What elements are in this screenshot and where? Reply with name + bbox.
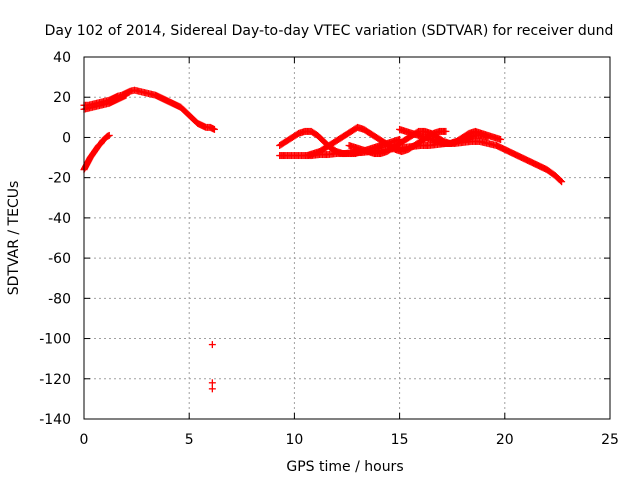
data-point: [105, 131, 113, 139]
series-early-arc-band: [80, 91, 130, 113]
data-point: [210, 125, 218, 133]
data-point: [557, 177, 565, 185]
x-tick-label: 20: [496, 432, 514, 448]
data-point: [442, 127, 450, 135]
x-tick-label: 15: [391, 432, 409, 448]
y-tick-label: 0: [62, 130, 71, 146]
series-late-crossing-d: [396, 125, 492, 147]
y-tick-label: -100: [39, 332, 71, 348]
data-point: [122, 91, 130, 99]
series-outliers: [208, 341, 216, 393]
data-point: [558, 178, 566, 186]
y-tick-label: -60: [48, 251, 71, 267]
y-tick-label: -140: [39, 412, 71, 428]
data-point: [484, 133, 492, 141]
series-early-rise: [80, 131, 113, 174]
x-tick-label: 10: [285, 432, 303, 448]
axis-ticks: 0 5 10 15 20 25 -140 -120 -100 -80 -60 -40 -20 0 20 40: [39, 50, 619, 448]
x-axis-label: GPS time / hours: [286, 459, 403, 475]
y-tick-label: -120: [39, 372, 71, 388]
plot-frame: [83, 56, 611, 420]
y-tick-label: 20: [53, 90, 71, 106]
data-point: [208, 385, 216, 393]
y-tick-label: 40: [53, 50, 71, 66]
x-tick-label: 5: [185, 432, 194, 448]
x-tick-label: 25: [601, 432, 619, 448]
y-tick-label: -80: [48, 291, 71, 307]
data-points: [80, 86, 566, 393]
data-point: [497, 135, 505, 143]
data-point: [208, 341, 216, 349]
chart-title: Day 102 of 2014, Sidereal Day-to-day VTE…: [45, 23, 614, 39]
y-tick-label: -40: [48, 211, 71, 227]
x-tick-label: 0: [80, 432, 89, 448]
data-point: [208, 379, 216, 387]
grid-lines: [84, 57, 610, 419]
y-tick-label: -20: [48, 171, 71, 187]
y-axis-label: SDTVAR / TECUs: [6, 181, 22, 296]
